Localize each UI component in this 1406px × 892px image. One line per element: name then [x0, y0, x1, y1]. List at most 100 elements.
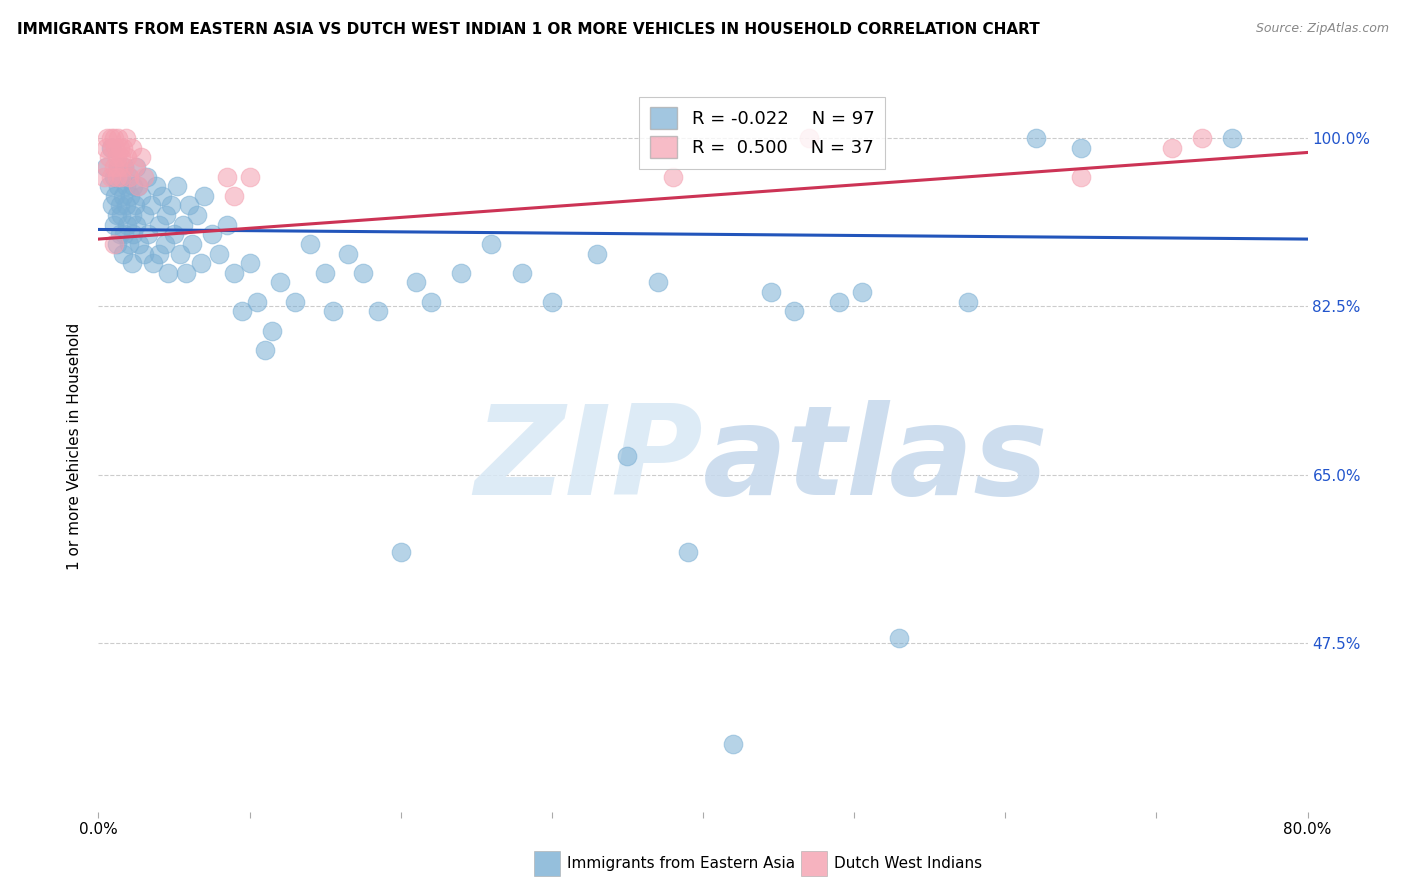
Point [150, 188, 173, 202]
Point [110, 169, 132, 184]
Point [114, 131, 136, 145]
Point [107, 131, 129, 145]
Point [647, 276, 669, 290]
Point [352, 266, 374, 280]
Point [120, 188, 142, 202]
Point [239, 169, 262, 184]
Point [121, 208, 143, 222]
Point [246, 294, 269, 309]
Point [100, 169, 122, 184]
Point [389, 545, 412, 559]
Point [193, 188, 215, 202]
Point [828, 294, 851, 309]
Point [160, 198, 183, 212]
Point [148, 218, 170, 232]
Point [122, 179, 145, 194]
Point [322, 304, 344, 318]
Text: ZIP: ZIP [474, 401, 703, 521]
Point [105, 150, 128, 164]
Point [450, 266, 472, 280]
Point [783, 304, 806, 318]
Point [121, 141, 143, 155]
Point [759, 285, 782, 299]
Point [336, 246, 359, 260]
Point [112, 160, 135, 174]
Point [94, 160, 117, 174]
Point [201, 227, 224, 242]
Point [96, 131, 118, 145]
Point [108, 227, 131, 242]
Point [125, 218, 148, 232]
Point [93, 169, 115, 184]
Point [1070, 141, 1092, 155]
Point [135, 169, 157, 184]
Point [96, 160, 118, 174]
Point [94, 141, 117, 155]
Point [100, 131, 122, 145]
Point [420, 294, 443, 309]
Point [132, 246, 155, 260]
Point [262, 324, 284, 338]
Point [124, 160, 146, 174]
Point [148, 246, 170, 260]
Point [231, 304, 253, 318]
Point [1191, 131, 1213, 145]
Point [128, 236, 150, 251]
Point [100, 141, 122, 155]
Point [118, 236, 141, 251]
Point [797, 131, 820, 145]
Point [104, 141, 127, 155]
Point [616, 449, 638, 463]
Point [105, 208, 128, 222]
Point [118, 169, 141, 184]
Point [156, 266, 179, 280]
Text: Immigrants from Eastern Asia: Immigrants from Eastern Asia [567, 855, 794, 871]
Point [103, 218, 125, 232]
Point [114, 179, 136, 194]
Point [107, 179, 129, 194]
Point [186, 208, 208, 222]
Point [215, 218, 238, 232]
Point [110, 150, 132, 164]
Text: atlas: atlas [703, 401, 1049, 521]
Point [510, 266, 533, 280]
Point [110, 169, 132, 184]
Point [129, 150, 152, 164]
Point [124, 198, 146, 212]
Text: Source: ZipAtlas.com: Source: ZipAtlas.com [1256, 22, 1389, 36]
Point [239, 256, 262, 270]
Point [586, 246, 609, 260]
Point [540, 294, 562, 309]
Point [224, 188, 246, 202]
Point [110, 208, 132, 222]
Point [105, 236, 128, 251]
Point [98, 150, 121, 164]
Point [108, 198, 131, 212]
Point [101, 198, 124, 212]
Point [111, 246, 134, 260]
Point [127, 179, 149, 194]
Point [103, 160, 125, 174]
Point [115, 150, 138, 164]
Point [405, 276, 427, 290]
Point [1220, 131, 1243, 145]
Point [103, 236, 125, 251]
Point [215, 169, 238, 184]
Point [129, 188, 152, 202]
Point [105, 169, 128, 184]
Point [224, 266, 246, 280]
Point [1160, 141, 1182, 155]
Point [723, 737, 745, 751]
Legend: R = -0.022    N = 97, R =  0.500    N = 37: R = -0.022 N = 97, R = 0.500 N = 37 [640, 96, 886, 169]
Point [367, 304, 389, 318]
Point [142, 256, 165, 270]
Point [253, 343, 276, 357]
Text: Dutch West Indians: Dutch West Indians [834, 855, 981, 871]
Point [284, 294, 307, 309]
Point [103, 169, 125, 184]
Point [127, 179, 149, 194]
Point [190, 256, 212, 270]
Point [1070, 169, 1092, 184]
Point [115, 218, 138, 232]
Point [103, 131, 125, 145]
